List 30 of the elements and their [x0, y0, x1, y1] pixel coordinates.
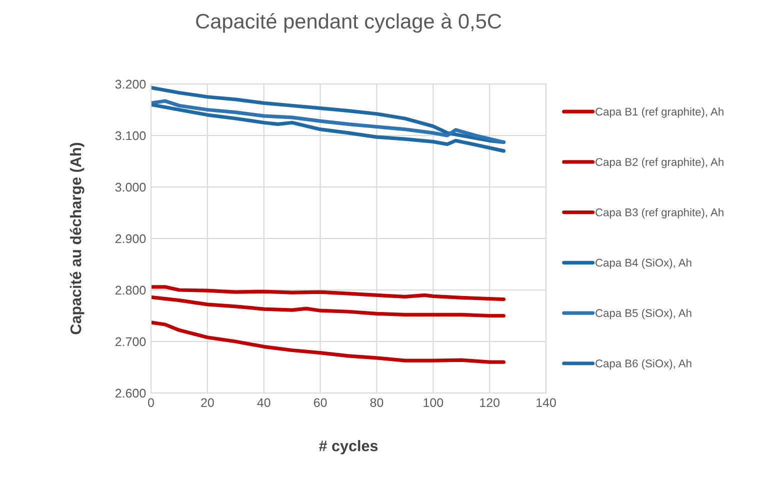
legend-label: Capa B5 (SiOx), Ah — [596, 308, 692, 320]
y-tick-label: 3.100 — [115, 131, 146, 140]
y-tick-label: 3.200 — [115, 80, 146, 89]
line-series — [151, 295, 506, 318]
x-tick-label: 40 — [257, 398, 270, 408]
x-tick-label: 100 — [424, 398, 444, 408]
y-tick-label: 2.700 — [115, 337, 146, 346]
x-tick-label: 60 — [314, 398, 327, 408]
y-tick-label: 2.800 — [115, 286, 146, 295]
legend-label: Capa B1 (ref graphite), Ah — [596, 107, 724, 118]
line-series — [151, 102, 506, 153]
y-tick-label: 2.900 — [115, 234, 146, 244]
line-series — [151, 320, 506, 364]
legend-label: Capa B3 (ref graphite), Ah — [596, 208, 724, 218]
legend-label: Capa B6 (SiOx), Ah — [596, 359, 692, 370]
x-tick-label: 20 — [201, 398, 214, 408]
x-tick-label: 120 — [480, 398, 500, 408]
x-tick-label: 140 — [536, 398, 556, 408]
legend-label: Capa B2 (ref graphite), Ah — [596, 158, 724, 168]
y-axis-title: Capacité au décharge (Ah) — [70, 142, 84, 334]
line-series — [151, 285, 506, 302]
y-tick-label: 3.000 — [115, 182, 146, 192]
x-axis-title: # cycles — [319, 440, 378, 454]
y-tick-label: 2.600 — [115, 388, 146, 398]
line-series — [151, 86, 506, 144]
x-tick-label: 80 — [370, 398, 384, 408]
line-series — [151, 99, 506, 144]
x-tick-label: 0 — [148, 398, 154, 408]
legend-label: Capa B4 (SiOx), Ah — [596, 258, 692, 269]
chart-title: Capacité pendant cyclage à 0,5C — [196, 13, 502, 33]
